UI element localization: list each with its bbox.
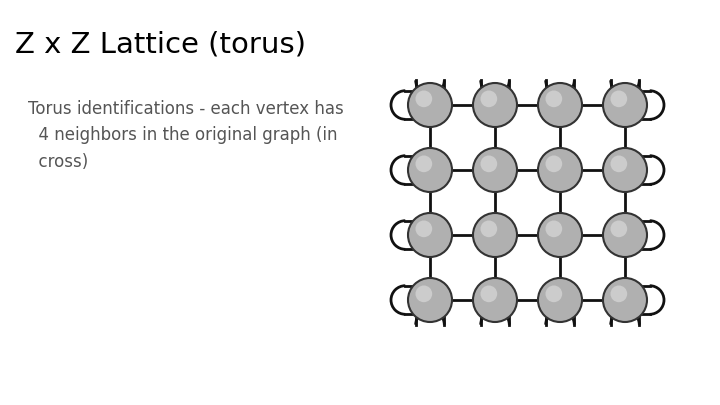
Circle shape: [546, 156, 562, 172]
Circle shape: [538, 213, 582, 257]
Circle shape: [546, 220, 562, 237]
Circle shape: [546, 286, 562, 302]
Circle shape: [480, 156, 498, 172]
Circle shape: [415, 156, 432, 172]
Circle shape: [603, 213, 647, 257]
Circle shape: [611, 220, 627, 237]
Circle shape: [473, 213, 517, 257]
Circle shape: [603, 83, 647, 127]
Circle shape: [480, 220, 498, 237]
Circle shape: [415, 286, 432, 302]
Circle shape: [408, 278, 452, 322]
Circle shape: [611, 156, 627, 172]
Text: Torus identifications - each vertex has
  4 neighbors in the original graph (in
: Torus identifications - each vertex has …: [28, 100, 343, 171]
Circle shape: [473, 148, 517, 192]
Text: Z x Z Lattice (torus): Z x Z Lattice (torus): [15, 30, 306, 58]
Circle shape: [603, 148, 647, 192]
Circle shape: [603, 278, 647, 322]
Circle shape: [611, 90, 627, 107]
Circle shape: [480, 286, 498, 302]
Circle shape: [480, 90, 498, 107]
Circle shape: [415, 90, 432, 107]
Circle shape: [408, 148, 452, 192]
Circle shape: [546, 90, 562, 107]
Circle shape: [415, 220, 432, 237]
Circle shape: [538, 278, 582, 322]
Circle shape: [538, 148, 582, 192]
Circle shape: [611, 286, 627, 302]
Circle shape: [473, 83, 517, 127]
Circle shape: [473, 278, 517, 322]
Circle shape: [408, 83, 452, 127]
Circle shape: [408, 213, 452, 257]
Circle shape: [538, 83, 582, 127]
